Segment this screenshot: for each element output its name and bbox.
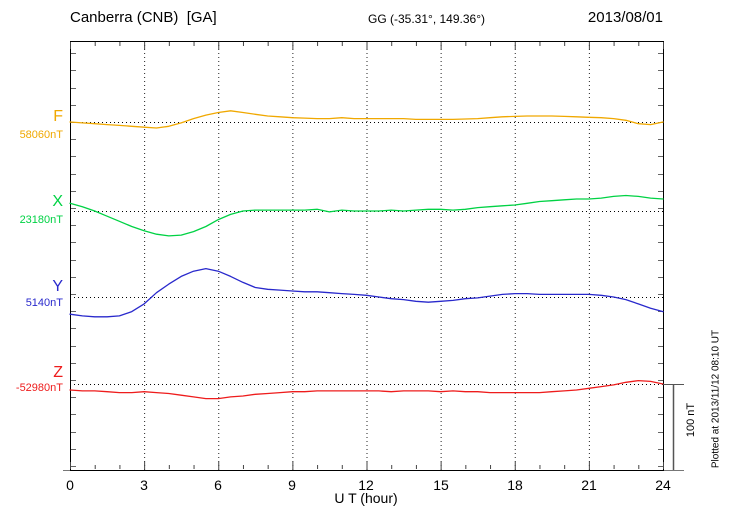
x-tick-label-3: 3: [140, 477, 148, 493]
x-tick-label-15: 15: [433, 477, 449, 493]
x-tick-label-18: 18: [507, 477, 523, 493]
trace-F: [69, 110, 664, 129]
series-baseline-z: -52980nT: [15, 382, 63, 394]
x-tick-label-6: 6: [214, 477, 222, 493]
x-tick-label-12: 12: [358, 477, 374, 493]
series-letter-x: X: [52, 193, 63, 210]
x-tick-label-0: 0: [66, 477, 74, 493]
x-tick-label-9: 9: [288, 477, 296, 493]
series-baseline-f: 58060nT: [19, 129, 63, 141]
trace-X: [69, 194, 664, 237]
x-tick-label-21: 21: [581, 477, 597, 493]
series-letter-z: Z: [53, 364, 63, 381]
series-label-f: F: [6, 109, 63, 125]
series-label-y: Y: [6, 279, 63, 295]
trace-Y: [69, 267, 664, 318]
series-label-z: Z: [6, 365, 63, 381]
series-letter-f: F: [53, 108, 63, 125]
x-axis-title: U T (hour): [334, 490, 398, 506]
plot-frame: [70, 41, 664, 471]
plotted-at-note: Plotted at 2013/11/12 08:10 UT: [710, 329, 722, 469]
plot-date: 2013/08/01: [587, 9, 663, 26]
geographic-coordinates: GG (-35.31°, 149.36°): [368, 12, 485, 26]
scale-bar-label: 100 nT: [685, 402, 697, 438]
series-label-x: X: [6, 194, 63, 210]
x-tick-label-24: 24: [655, 477, 671, 493]
series-letter-y: Y: [52, 278, 63, 295]
series-baseline-y: 5140nT: [25, 297, 63, 309]
trace-Z: [69, 379, 664, 400]
station-title: Canberra (CNB) [GA]: [70, 9, 217, 26]
series-baseline-x: 23180nT: [19, 214, 63, 226]
